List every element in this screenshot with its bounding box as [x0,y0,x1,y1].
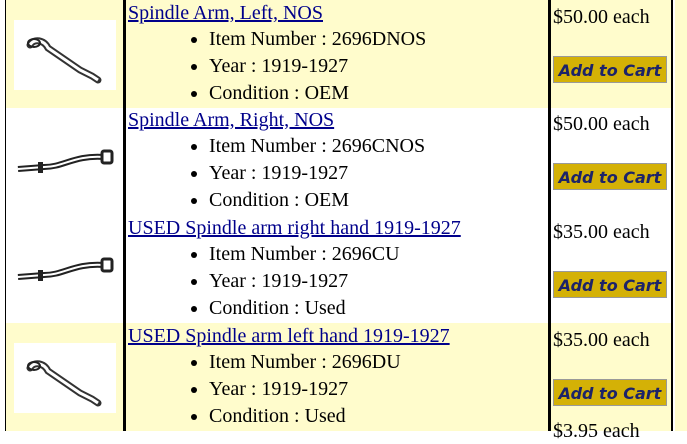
right-margin [675,0,687,108]
item-number: Item Number : 2696CU [209,241,400,268]
price: $50.00 each [553,113,650,135]
details-cell: USED Spindle arm right hand 1919-1927 It… [126,215,548,323]
details-cell: Spindle Arm, Right, NOS Item Number : 26… [126,107,548,215]
condition: Condition : Used [209,295,400,322]
product-row: Spindle Arm, Left, NOS Item Number : 269… [0,0,687,108]
right-margin [675,215,687,323]
product-attributes: Item Number : 2696DNOS Year : 1919-1927 … [126,26,426,107]
product-attributes: Item Number : 2696CU Year : 1919-1927 Co… [126,241,400,322]
condition: Condition : OEM [209,187,425,214]
add-to-cart-button[interactable]: Add to Cart [553,56,667,83]
price-cell: $50.00 each Add to Cart [551,107,671,215]
product-row: USED Spindle arm right hand 1919-1927 It… [0,215,687,323]
image-cell [6,107,123,215]
product-image[interactable] [14,343,116,413]
add-to-cart-button[interactable]: Add to Cart [553,379,667,406]
details-cell: Spindle Arm, Left, NOS Item Number : 269… [126,0,548,108]
item-number: Item Number : 2696CNOS [209,133,425,160]
spindle-arm-left-icon [26,360,102,407]
year: Year : 1919-1927 [209,53,426,80]
price: $50.00 each [553,6,650,28]
condition: Condition : OEM [209,80,426,107]
column-divider [123,0,126,431]
image-cell [6,0,123,108]
product-image[interactable] [14,127,116,197]
product-attributes: Item Number : 2696CNOS Year : 1919-1927 … [126,133,425,214]
spindle-arm-left-icon [26,37,102,84]
image-cell [6,215,123,323]
add-to-cart-button[interactable]: Add to Cart [553,163,667,190]
price-cell: $35.00 each Add to Cart [551,215,671,323]
spindle-arm-right-icon [17,257,114,281]
image-cell [6,323,123,431]
right-margin [675,323,687,431]
condition: Condition : Used [209,403,401,430]
table-border-right [671,0,673,431]
item-number: Item Number : 2696DU [209,349,401,376]
next-price-partial: $3.95 each [553,420,640,442]
add-to-cart-button[interactable]: Add to Cart [553,271,667,298]
product-title-link[interactable]: USED Spindle arm right hand 1919-1927 [128,217,461,239]
column-divider [548,0,551,431]
table-border-left [5,0,6,431]
price-cell: $50.00 each Add to Cart [551,0,671,108]
product-title-link[interactable]: Spindle Arm, Right, NOS [128,109,335,131]
product-title-link[interactable]: Spindle Arm, Left, NOS [128,2,323,24]
year: Year : 1919-1927 [209,376,401,403]
right-margin [675,107,687,215]
item-number: Item Number : 2696DNOS [209,26,426,53]
product-row: Spindle Arm, Right, NOS Item Number : 26… [0,107,687,215]
spindle-arm-right-icon [17,149,114,173]
product-image[interactable] [14,20,116,90]
product-row: USED Spindle arm left hand 1919-1927 Ite… [0,323,687,431]
year: Year : 1919-1927 [209,268,400,295]
product-image[interactable] [14,235,116,305]
price: $35.00 each [553,329,650,351]
price-cell: $35.00 each Add to Cart [551,323,671,431]
price: $35.00 each [553,221,650,243]
year: Year : 1919-1927 [209,160,425,187]
details-cell: USED Spindle arm left hand 1919-1927 Ite… [126,323,548,431]
product-title-link[interactable]: USED Spindle arm left hand 1919-1927 [128,325,450,347]
product-attributes: Item Number : 2696DU Year : 1919-1927 Co… [126,349,401,430]
